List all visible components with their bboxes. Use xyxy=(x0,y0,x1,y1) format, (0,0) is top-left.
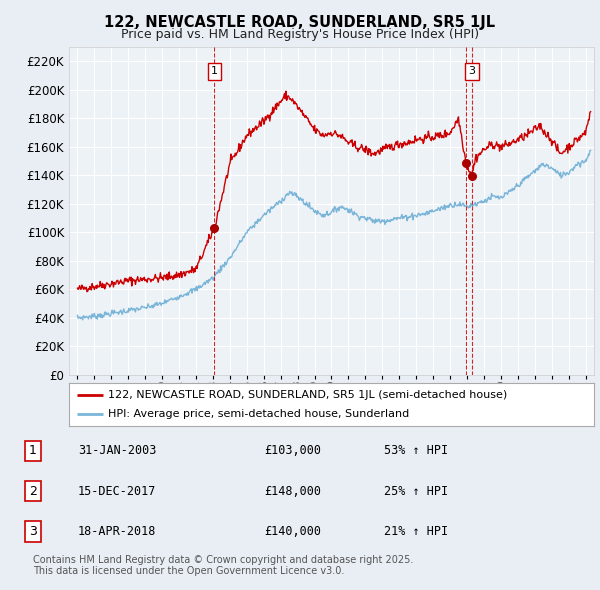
Text: 25% ↑ HPI: 25% ↑ HPI xyxy=(384,484,448,498)
Text: £148,000: £148,000 xyxy=(264,484,321,498)
Text: £103,000: £103,000 xyxy=(264,444,321,457)
Text: 15-DEC-2017: 15-DEC-2017 xyxy=(78,484,157,498)
Text: HPI: Average price, semi-detached house, Sunderland: HPI: Average price, semi-detached house,… xyxy=(109,409,410,419)
Text: 53% ↑ HPI: 53% ↑ HPI xyxy=(384,444,448,457)
Text: £140,000: £140,000 xyxy=(264,525,321,538)
Text: 3: 3 xyxy=(29,525,37,538)
Text: 21% ↑ HPI: 21% ↑ HPI xyxy=(384,525,448,538)
Text: Price paid vs. HM Land Registry's House Price Index (HPI): Price paid vs. HM Land Registry's House … xyxy=(121,28,479,41)
Text: 31-JAN-2003: 31-JAN-2003 xyxy=(78,444,157,457)
Text: 18-APR-2018: 18-APR-2018 xyxy=(78,525,157,538)
Text: 3: 3 xyxy=(469,67,475,76)
Text: 1: 1 xyxy=(211,67,218,76)
Text: 1: 1 xyxy=(29,444,37,457)
Text: 122, NEWCASTLE ROAD, SUNDERLAND, SR5 1JL (semi-detached house): 122, NEWCASTLE ROAD, SUNDERLAND, SR5 1JL… xyxy=(109,389,508,399)
Text: 122, NEWCASTLE ROAD, SUNDERLAND, SR5 1JL: 122, NEWCASTLE ROAD, SUNDERLAND, SR5 1JL xyxy=(104,15,496,30)
Text: 2: 2 xyxy=(29,484,37,498)
Text: Contains HM Land Registry data © Crown copyright and database right 2025.
This d: Contains HM Land Registry data © Crown c… xyxy=(33,555,413,576)
